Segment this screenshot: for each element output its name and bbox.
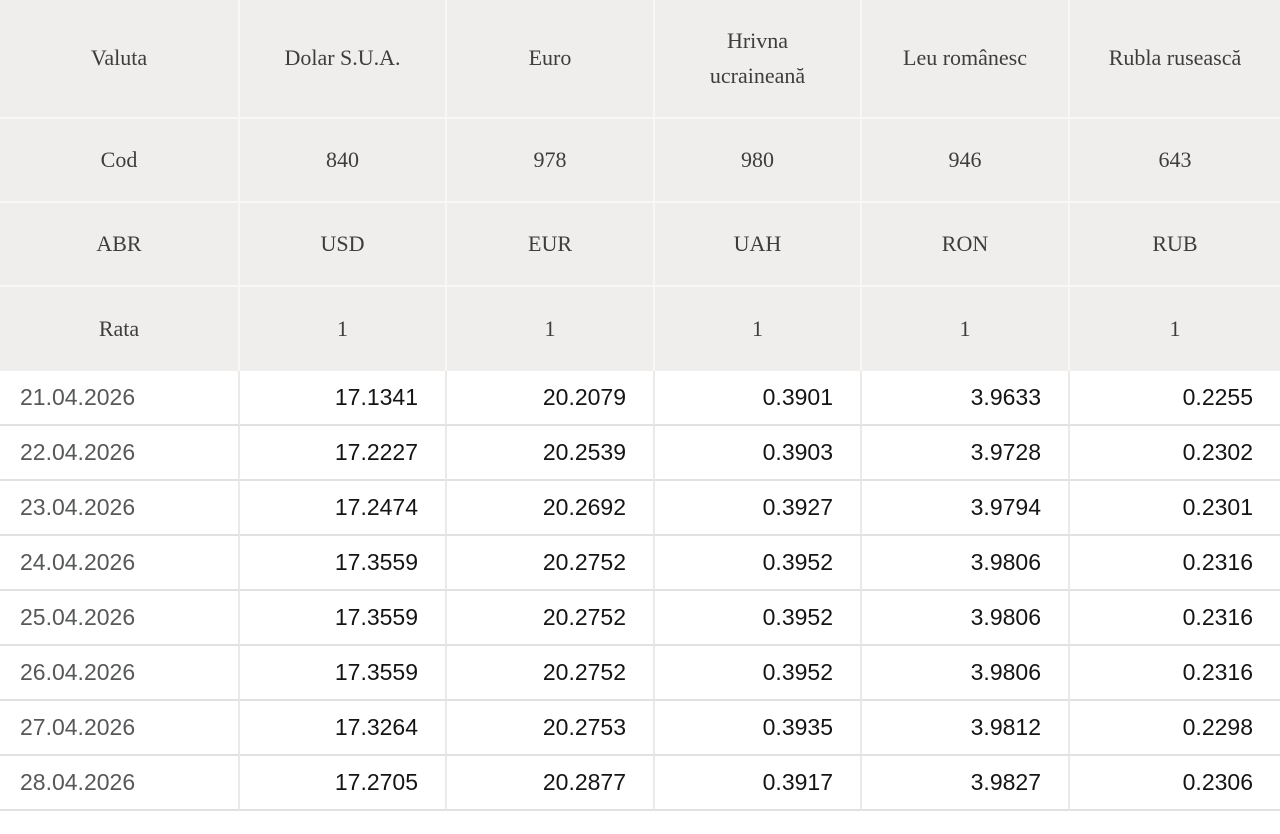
table-row: 23.04.2026 17.2474 20.2692 0.3927 3.9794… [0, 481, 1280, 536]
row-label-abr: ABR [0, 203, 240, 287]
rate-cell-ron: 3.9806 [862, 536, 1070, 591]
rate-cell-uah: 0.3927 [655, 481, 862, 536]
date-cell: 23.04.2026 [0, 481, 240, 536]
rate-cell-rub: 0.2306 [1070, 756, 1280, 811]
rate-cell-ron: 3.9812 [862, 701, 1070, 756]
rate-cell-eur: 20.2752 [447, 591, 655, 646]
table-row: 26.04.2026 17.3559 20.2752 0.3952 3.9806… [0, 646, 1280, 701]
rate-cell-usd: 17.2474 [240, 481, 447, 536]
rate-cell-usd: 17.2705 [240, 756, 447, 811]
table-row: 24.04.2026 17.3559 20.2752 0.3952 3.9806… [0, 536, 1280, 591]
rate-cell-usd: 17.2227 [240, 426, 447, 481]
rate-cell-ron: 3.9728 [862, 426, 1070, 481]
rate-cell-eur: 20.2877 [447, 756, 655, 811]
currency-name-rub: Rubla rusească [1070, 0, 1280, 119]
table-row: 22.04.2026 17.2227 20.2539 0.3903 3.9728… [0, 426, 1280, 481]
rate-cell-eur: 20.2752 [447, 646, 655, 701]
rate-cell-uah: 0.3952 [655, 646, 862, 701]
rate-cell-rub: 0.2255 [1070, 371, 1280, 426]
table-row: 21.04.2026 17.1341 20.2079 0.3901 3.9633… [0, 371, 1280, 426]
rata-ron: 1 [862, 287, 1070, 371]
currency-abbr-eur: EUR [447, 203, 655, 287]
rate-cell-ron: 3.9806 [862, 591, 1070, 646]
currency-code-uah: 980 [655, 119, 862, 203]
rate-cell-uah: 0.3952 [655, 591, 862, 646]
rate-cell-rub: 0.2316 [1070, 646, 1280, 701]
rate-cell-uah: 0.3903 [655, 426, 862, 481]
table-row: 28.04.2026 17.2705 20.2877 0.3917 3.9827… [0, 756, 1280, 811]
currency-name-uah: Hrivna ucraineană [655, 0, 862, 119]
rate-cell-eur: 20.2752 [447, 536, 655, 591]
rate-cell-eur: 20.2753 [447, 701, 655, 756]
date-cell: 28.04.2026 [0, 756, 240, 811]
rata-eur: 1 [447, 287, 655, 371]
rate-cell-usd: 17.3559 [240, 646, 447, 701]
rata-rub: 1 [1070, 287, 1280, 371]
currency-code-rub: 643 [1070, 119, 1280, 203]
date-cell: 25.04.2026 [0, 591, 240, 646]
date-cell: 22.04.2026 [0, 426, 240, 481]
rata-uah: 1 [655, 287, 862, 371]
rate-cell-usd: 17.3264 [240, 701, 447, 756]
rate-cell-eur: 20.2079 [447, 371, 655, 426]
currency-abbr-uah: UAH [655, 203, 862, 287]
rate-cell-rub: 0.2316 [1070, 591, 1280, 646]
header-row-valuta: Valuta Dolar S.U.A. Euro Hrivna ucrainea… [0, 0, 1280, 119]
date-cell: 24.04.2026 [0, 536, 240, 591]
row-label-valuta: Valuta [0, 0, 240, 119]
currency-code-usd: 840 [240, 119, 447, 203]
currency-abbr-ron: RON [862, 203, 1070, 287]
date-cell: 27.04.2026 [0, 701, 240, 756]
row-label-cod: Cod [0, 119, 240, 203]
date-cell: 21.04.2026 [0, 371, 240, 426]
date-cell: 26.04.2026 [0, 646, 240, 701]
rate-cell-rub: 0.2316 [1070, 536, 1280, 591]
rate-cell-uah: 0.3917 [655, 756, 862, 811]
rate-cell-rub: 0.2301 [1070, 481, 1280, 536]
currency-abbr-rub: RUB [1070, 203, 1280, 287]
table-row: 27.04.2026 17.3264 20.2753 0.3935 3.9812… [0, 701, 1280, 756]
rate-cell-uah: 0.3952 [655, 536, 862, 591]
table-row: 25.04.2026 17.3559 20.2752 0.3952 3.9806… [0, 591, 1280, 646]
rate-cell-rub: 0.2302 [1070, 426, 1280, 481]
rate-cell-uah: 0.3935 [655, 701, 862, 756]
rate-cell-ron: 3.9806 [862, 646, 1070, 701]
currency-abbr-usd: USD [240, 203, 447, 287]
currency-name-usd: Dolar S.U.A. [240, 0, 447, 119]
rate-cell-usd: 17.1341 [240, 371, 447, 426]
rate-cell-ron: 3.9794 [862, 481, 1070, 536]
currency-code-ron: 946 [862, 119, 1070, 203]
rate-cell-ron: 3.9827 [862, 756, 1070, 811]
currency-name-eur: Euro [447, 0, 655, 119]
rate-cell-rub: 0.2298 [1070, 701, 1280, 756]
row-label-rata: Rata [0, 287, 240, 371]
rate-cell-uah: 0.3901 [655, 371, 862, 426]
currency-name-ron: Leu românesc [862, 0, 1070, 119]
rate-cell-usd: 17.3559 [240, 591, 447, 646]
rate-cell-eur: 20.2692 [447, 481, 655, 536]
rate-cell-usd: 17.3559 [240, 536, 447, 591]
rate-cell-ron: 3.9633 [862, 371, 1070, 426]
rata-usd: 1 [240, 287, 447, 371]
exchange-rate-table: Valuta Dolar S.U.A. Euro Hrivna ucrainea… [0, 0, 1280, 811]
header-row-abr: ABR USD EUR UAH RON RUB [0, 203, 1280, 287]
header-row-rata: Rata 1 1 1 1 1 [0, 287, 1280, 371]
header-row-cod: Cod 840 978 980 946 643 [0, 119, 1280, 203]
currency-code-eur: 978 [447, 119, 655, 203]
rate-cell-eur: 20.2539 [447, 426, 655, 481]
